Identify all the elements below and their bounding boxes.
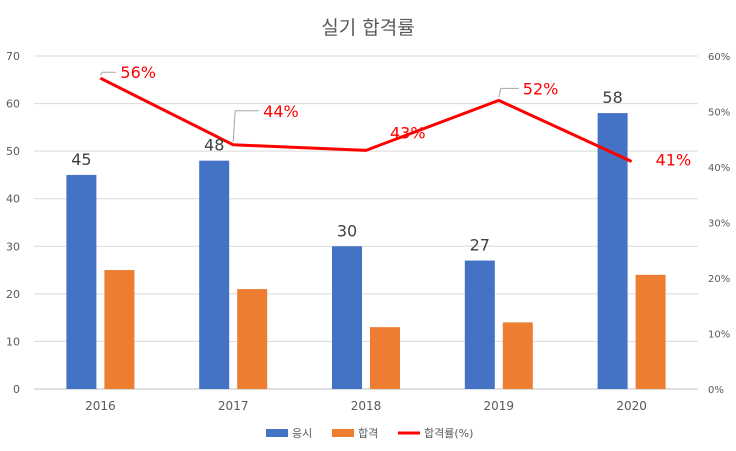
left-tick-label: 10 [6,335,20,348]
right-tick-label: 10% [708,330,730,341]
pass-rate-line-layer [99,76,633,163]
bar-passed [370,327,400,389]
right-tick-label: 50% [708,108,730,119]
data-label-pass-rate: 56% [120,63,156,82]
right-tick-label: 0% [708,385,724,396]
legend-label: 합격률(%) [424,427,473,440]
right-tick-label: 30% [708,219,730,230]
bar-applicants [332,246,362,389]
legend-swatch [332,429,354,437]
x-tick-label: 2017 [218,399,249,413]
x-tick-label: 2019 [484,399,515,413]
data-label-pass-rate: 44% [263,102,299,121]
legend-label: 합격 [358,427,378,440]
left-tick-label: 0 [13,383,20,396]
data-label-pass-rate: 52% [523,79,559,98]
right-tick-label: 60% [708,52,730,63]
bar-applicants [464,260,495,389]
bar-passed [502,322,533,389]
left-tick-label: 30 [6,240,20,253]
x-tick-label: 2018 [351,399,382,413]
data-label-pass-rate: 43% [390,123,426,142]
bar-passed [635,274,666,389]
x-axis: 2016 2017 2018 2019 2020 [34,388,698,413]
bar-applicants [597,113,628,389]
left-tick-label: 40 [6,193,20,206]
x-tick-label: 2016 [85,399,116,413]
data-label-applicants: 48 [204,136,224,155]
legend-label: 응시 [292,427,312,440]
left-tick-label: 60 [6,98,20,111]
right-axis: 0% 10% 20% 30% 40% 50% 60% [708,52,730,396]
bars [66,113,666,389]
left-axis: 0 10 20 30 40 50 60 70 [6,50,20,396]
left-tick-label: 50 [6,145,20,158]
legend: 응시 합격 합격률(%) [266,427,473,440]
right-tick-label: 40% [708,163,730,174]
chart-title: 실기 합격률 [321,17,414,39]
bar-applicants [66,174,97,389]
bar-passed [237,289,268,389]
data-labels: 45 48 30 27 58 56% 44% 43% 52% 41% [71,63,691,254]
pass-rate-leader-line [99,71,117,76]
bar-applicants [199,160,230,389]
pass-rate-leader-line [498,87,519,98]
legend-swatch [266,429,288,437]
pass-rate-line [99,76,633,163]
right-tick-label: 20% [708,274,730,285]
data-label-pass-rate: 41% [656,150,692,169]
left-tick-label: 20 [6,288,20,301]
x-tick-label: 2020 [616,399,647,413]
bar-passed [104,270,135,389]
data-label-applicants: 30 [337,221,357,240]
left-tick-label: 70 [6,50,20,63]
data-label-applicants: 58 [602,88,622,107]
data-label-applicants: 45 [71,150,91,169]
data-label-applicants: 27 [470,236,490,255]
pass-rate-leader-line [232,110,260,142]
